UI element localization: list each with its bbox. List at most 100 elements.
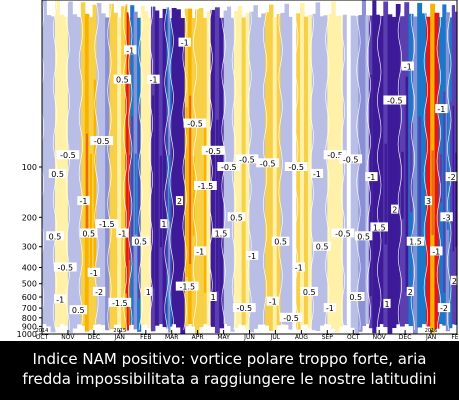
band-stripe — [358, 15, 363, 332]
band-stripe — [147, 17, 152, 329]
contour-label: -0.5 — [235, 154, 259, 164]
contour-label-bg — [354, 231, 373, 241]
contour-label: -1 — [87, 267, 101, 278]
band-stripe — [140, 5, 145, 326]
contour-label: -1 — [365, 172, 378, 182]
contour-label-text: 0.5 — [349, 293, 362, 302]
contour-label-text: -0.5 — [327, 151, 343, 160]
contour-line — [52, 0, 58, 331]
y-tick-label: 600 — [22, 293, 37, 302]
x-tick-label: MAY — [217, 334, 230, 341]
band-core — [172, 150, 176, 183]
x-tick-label: JAN — [114, 334, 125, 341]
contour-line — [107, 0, 112, 331]
contour-label: 2 — [406, 286, 414, 297]
contour-label-bg — [144, 286, 152, 296]
contour-label: -1 — [266, 296, 279, 307]
contour-label: 0.5 — [79, 228, 98, 239]
contour-label: -1 — [194, 246, 207, 256]
band-stripe — [109, 3, 114, 330]
contour-label: -0.5 — [201, 145, 225, 156]
contour-label-bg — [424, 196, 433, 206]
contour-label-bg — [201, 145, 225, 155]
contour-label-text: -1 — [90, 269, 98, 278]
contour-label-text: 2 — [392, 206, 397, 215]
contour-label-text: -1 — [181, 39, 189, 48]
contour-label: -0.5 — [217, 162, 241, 172]
contour-label-bg — [209, 292, 217, 301]
contour-label-bg — [406, 236, 425, 246]
band-core — [446, 112, 449, 230]
band-stripe — [42, 0, 47, 324]
contour-label-text: -1 — [269, 298, 277, 307]
y-tick-label: 1000 — [17, 330, 37, 339]
contour-label-bg — [175, 281, 199, 291]
contour-label-bg — [430, 246, 443, 256]
contour-label-bg — [339, 154, 363, 164]
contour-line — [309, 0, 314, 331]
contour-label-text: 0.5 — [49, 232, 62, 241]
contour-label-text: -0.5 — [187, 120, 203, 129]
contour-label-text: -0.5 — [60, 151, 76, 160]
band-core — [181, 105, 185, 249]
contour-label: 0.5 — [69, 305, 88, 315]
contour-line — [169, 0, 174, 331]
contour-label-text: 1 — [161, 220, 166, 229]
contour-label-bg — [292, 262, 305, 272]
contour-line — [65, 0, 71, 331]
band-core — [203, 123, 207, 293]
band-core — [216, 119, 219, 292]
contour-label-text: 0.5 — [116, 76, 129, 85]
contour-label-text: 0.5 — [316, 243, 329, 252]
contour-label-bg — [160, 219, 168, 229]
band-stripe — [323, 15, 328, 325]
band-core — [450, 101, 452, 288]
contour-label-bg — [383, 95, 407, 105]
band-stripe — [350, 15, 356, 328]
contour-label: -1.5 — [108, 297, 132, 308]
band-stripe — [335, 15, 340, 333]
x-tick-label: FEB — [451, 334, 459, 341]
x-tick-label: OCT — [36, 334, 49, 341]
contour-label: -0.5 — [90, 136, 114, 146]
band-stripe — [96, 3, 102, 325]
contour-label: -1 — [435, 104, 448, 114]
contour-label-bg — [235, 154, 259, 164]
contour-label-text: -1 — [118, 230, 126, 239]
contour-label-bg — [175, 196, 184, 206]
band-core — [439, 154, 442, 203]
band-stripe — [296, 13, 301, 330]
band-stripe — [342, 14, 348, 326]
contour-label-bg — [406, 286, 414, 296]
caption-line-1: Indice NAM positivo: vortice polare trop… — [32, 350, 427, 368]
band-stripe — [265, 12, 270, 326]
contour-line — [128, 0, 133, 331]
contour-label-bg — [178, 37, 191, 47]
contour-label-text: -0.5 — [239, 155, 255, 164]
x-tick-label: OCT — [347, 334, 360, 341]
contour-labels-layer: -1-0.5-0.50.5 -1-1-0.5-1.5-0.5-0.5-0.5 -0.… — [46, 37, 458, 323]
band-stripe — [121, 6, 126, 329]
contour-label-bg — [69, 305, 88, 315]
contour-label-text: -0.5 — [387, 97, 403, 106]
contour-label-bg — [401, 61, 414, 71]
contour-label-text: -2 — [95, 288, 103, 297]
contour-label-bg — [370, 222, 388, 232]
contour-label-text: -1 — [150, 76, 158, 85]
contour-label-bg — [95, 219, 119, 229]
band-core — [405, 76, 408, 292]
band-core — [129, 155, 131, 260]
band-stripe — [315, 2, 321, 332]
band-stripe — [257, 17, 262, 325]
x-tick-label: MAR — [165, 334, 178, 341]
x-tick-label: APR — [192, 334, 204, 341]
contour-label-text: -0.5 — [205, 147, 221, 156]
band-core — [85, 133, 89, 234]
y-tick-label: 800 — [22, 314, 37, 323]
x-tick-label: NOV — [61, 334, 75, 341]
contour-label-text: -3 — [443, 213, 451, 222]
contour-label-text: -0.5 — [335, 230, 351, 239]
band-core — [134, 153, 137, 235]
contour-label-bg — [227, 212, 246, 222]
contour-label-bg — [256, 158, 280, 168]
